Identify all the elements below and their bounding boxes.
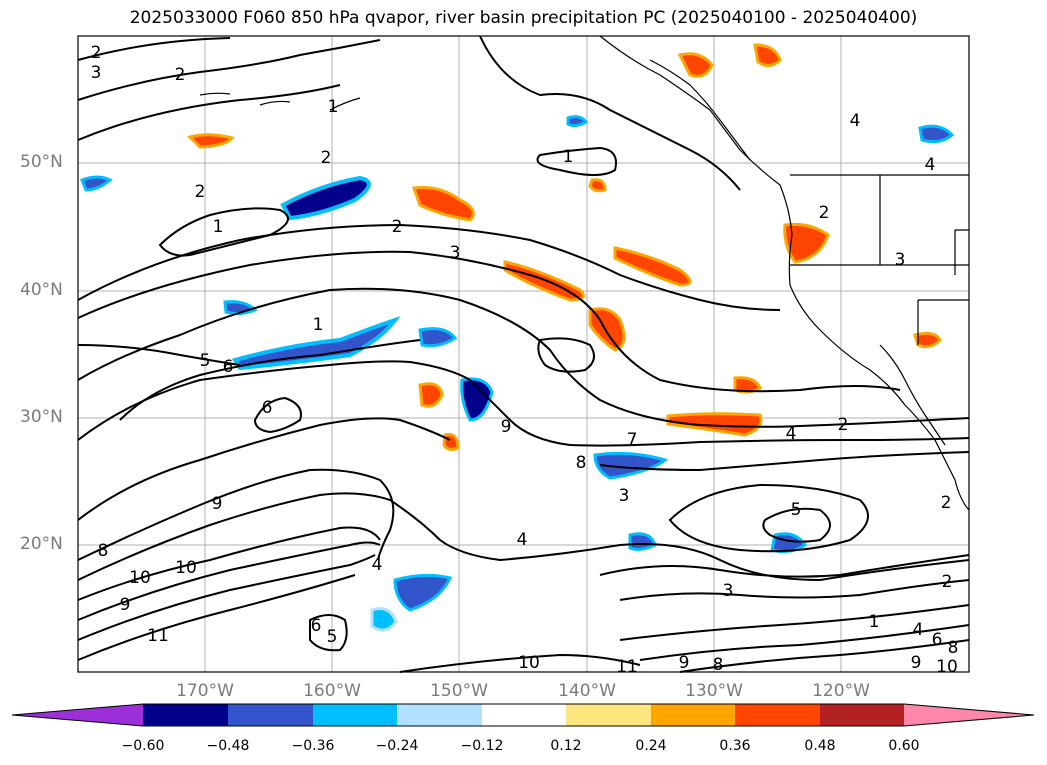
colorbar-tick: 0.48 <box>804 738 836 754</box>
colorbar-tick: −0.24 <box>375 738 419 754</box>
contour-label: 2 <box>195 182 206 202</box>
contour-label: 1 <box>328 97 339 117</box>
contour-label: 11 <box>147 626 169 646</box>
lat-label: 30°N <box>20 407 63 427</box>
contour-label: 4 <box>913 620 924 640</box>
contour-label: 2 <box>91 43 102 63</box>
colorbar-bin <box>482 704 566 726</box>
lat-label: 20°N <box>20 534 63 554</box>
contour-label: 6 <box>311 616 322 636</box>
lon-label: 140°W <box>558 681 616 701</box>
contour-label: 3 <box>723 581 734 601</box>
colorbar-extend-min <box>12 704 143 726</box>
contour-label: 1 <box>869 612 880 632</box>
colorbar-bin <box>566 704 651 726</box>
colorbar-bin <box>313 704 397 726</box>
colorbar-tick: 0.12 <box>550 738 582 754</box>
contour-label: 8 <box>713 655 724 675</box>
contour-label: 2 <box>392 217 403 237</box>
lon-label: 170°W <box>176 681 234 701</box>
contour-label: 9 <box>679 653 690 673</box>
contour-label: 5 <box>200 351 211 371</box>
contour-label: 10 <box>518 653 540 673</box>
contour-label: 5 <box>791 500 802 520</box>
contour-label: 10 <box>936 657 958 677</box>
contour-label: 5 <box>327 627 338 647</box>
contour-label: 3 <box>895 250 906 270</box>
contour-label: 9 <box>911 653 922 673</box>
colorbar-bin <box>143 704 228 726</box>
contour-label: 4 <box>517 530 528 550</box>
lon-label: 120°W <box>812 681 870 701</box>
contour-label: 9 <box>501 417 512 437</box>
contour-label: 10 <box>129 568 151 588</box>
colorbar-tick: −0.12 <box>460 738 504 754</box>
contour-label: 6 <box>223 357 234 377</box>
colorbar-tick: 0.60 <box>888 738 920 754</box>
contour-label: 9 <box>120 595 131 615</box>
colorbar-tick: −0.60 <box>121 738 165 754</box>
qvapor-contours <box>77 35 970 673</box>
colorbar-bin <box>228 704 313 726</box>
contour-label: 3 <box>450 243 461 263</box>
positive-precip-blobs <box>187 43 942 451</box>
contour-label: 4 <box>786 424 797 444</box>
contour-label: 2 <box>942 572 953 592</box>
contour-label: 1 <box>213 217 224 237</box>
colorbar-bin <box>397 704 482 726</box>
colorbar-tick: −0.36 <box>291 738 335 754</box>
contour-label: 2 <box>321 148 332 168</box>
contour-label: 2 <box>941 493 952 513</box>
contour-label: 2 <box>838 415 849 435</box>
colorbar-bin <box>651 704 735 726</box>
contour-label: 6 <box>262 398 273 418</box>
colorbar-extend-max <box>904 704 1034 726</box>
contour-label: 6 <box>932 630 943 650</box>
map-title: 2025033000 F060 850 hPa qvapor, river ba… <box>129 8 918 28</box>
lat-label: 40°N <box>20 280 63 300</box>
colorbar-tick: −0.48 <box>206 738 250 754</box>
contour-label: 8 <box>948 638 959 658</box>
colorbar-bin <box>735 704 820 726</box>
contour-label: 3 <box>619 486 630 506</box>
lon-label: 160°W <box>303 681 361 701</box>
colorbar <box>11 703 1035 727</box>
contour-label: 2 <box>175 65 186 85</box>
contour-label: 1 <box>313 315 324 335</box>
contour-label: 9 <box>212 494 223 514</box>
contour-label: 4 <box>372 555 383 575</box>
lon-label: 150°W <box>430 681 488 701</box>
contour-label: 10 <box>175 558 197 578</box>
lat-label: 50°N <box>20 152 63 172</box>
contour-label: 2 <box>819 203 830 223</box>
contour-label: 1 <box>563 147 574 167</box>
contour-label: 8 <box>98 541 109 561</box>
contour-label: 11 <box>616 657 638 677</box>
colorbar-tick: 0.36 <box>719 738 751 754</box>
map-border <box>77 35 970 673</box>
lon-label: 130°W <box>685 681 743 701</box>
contour-label: 3 <box>91 63 102 83</box>
contour-label: 4 <box>925 155 936 175</box>
contour-label: 7 <box>627 430 638 450</box>
colorbar-tick: 0.24 <box>635 738 667 754</box>
contour-label: 8 <box>576 453 587 473</box>
contour-label: 4 <box>850 111 861 131</box>
colorbar-bin <box>820 704 904 726</box>
